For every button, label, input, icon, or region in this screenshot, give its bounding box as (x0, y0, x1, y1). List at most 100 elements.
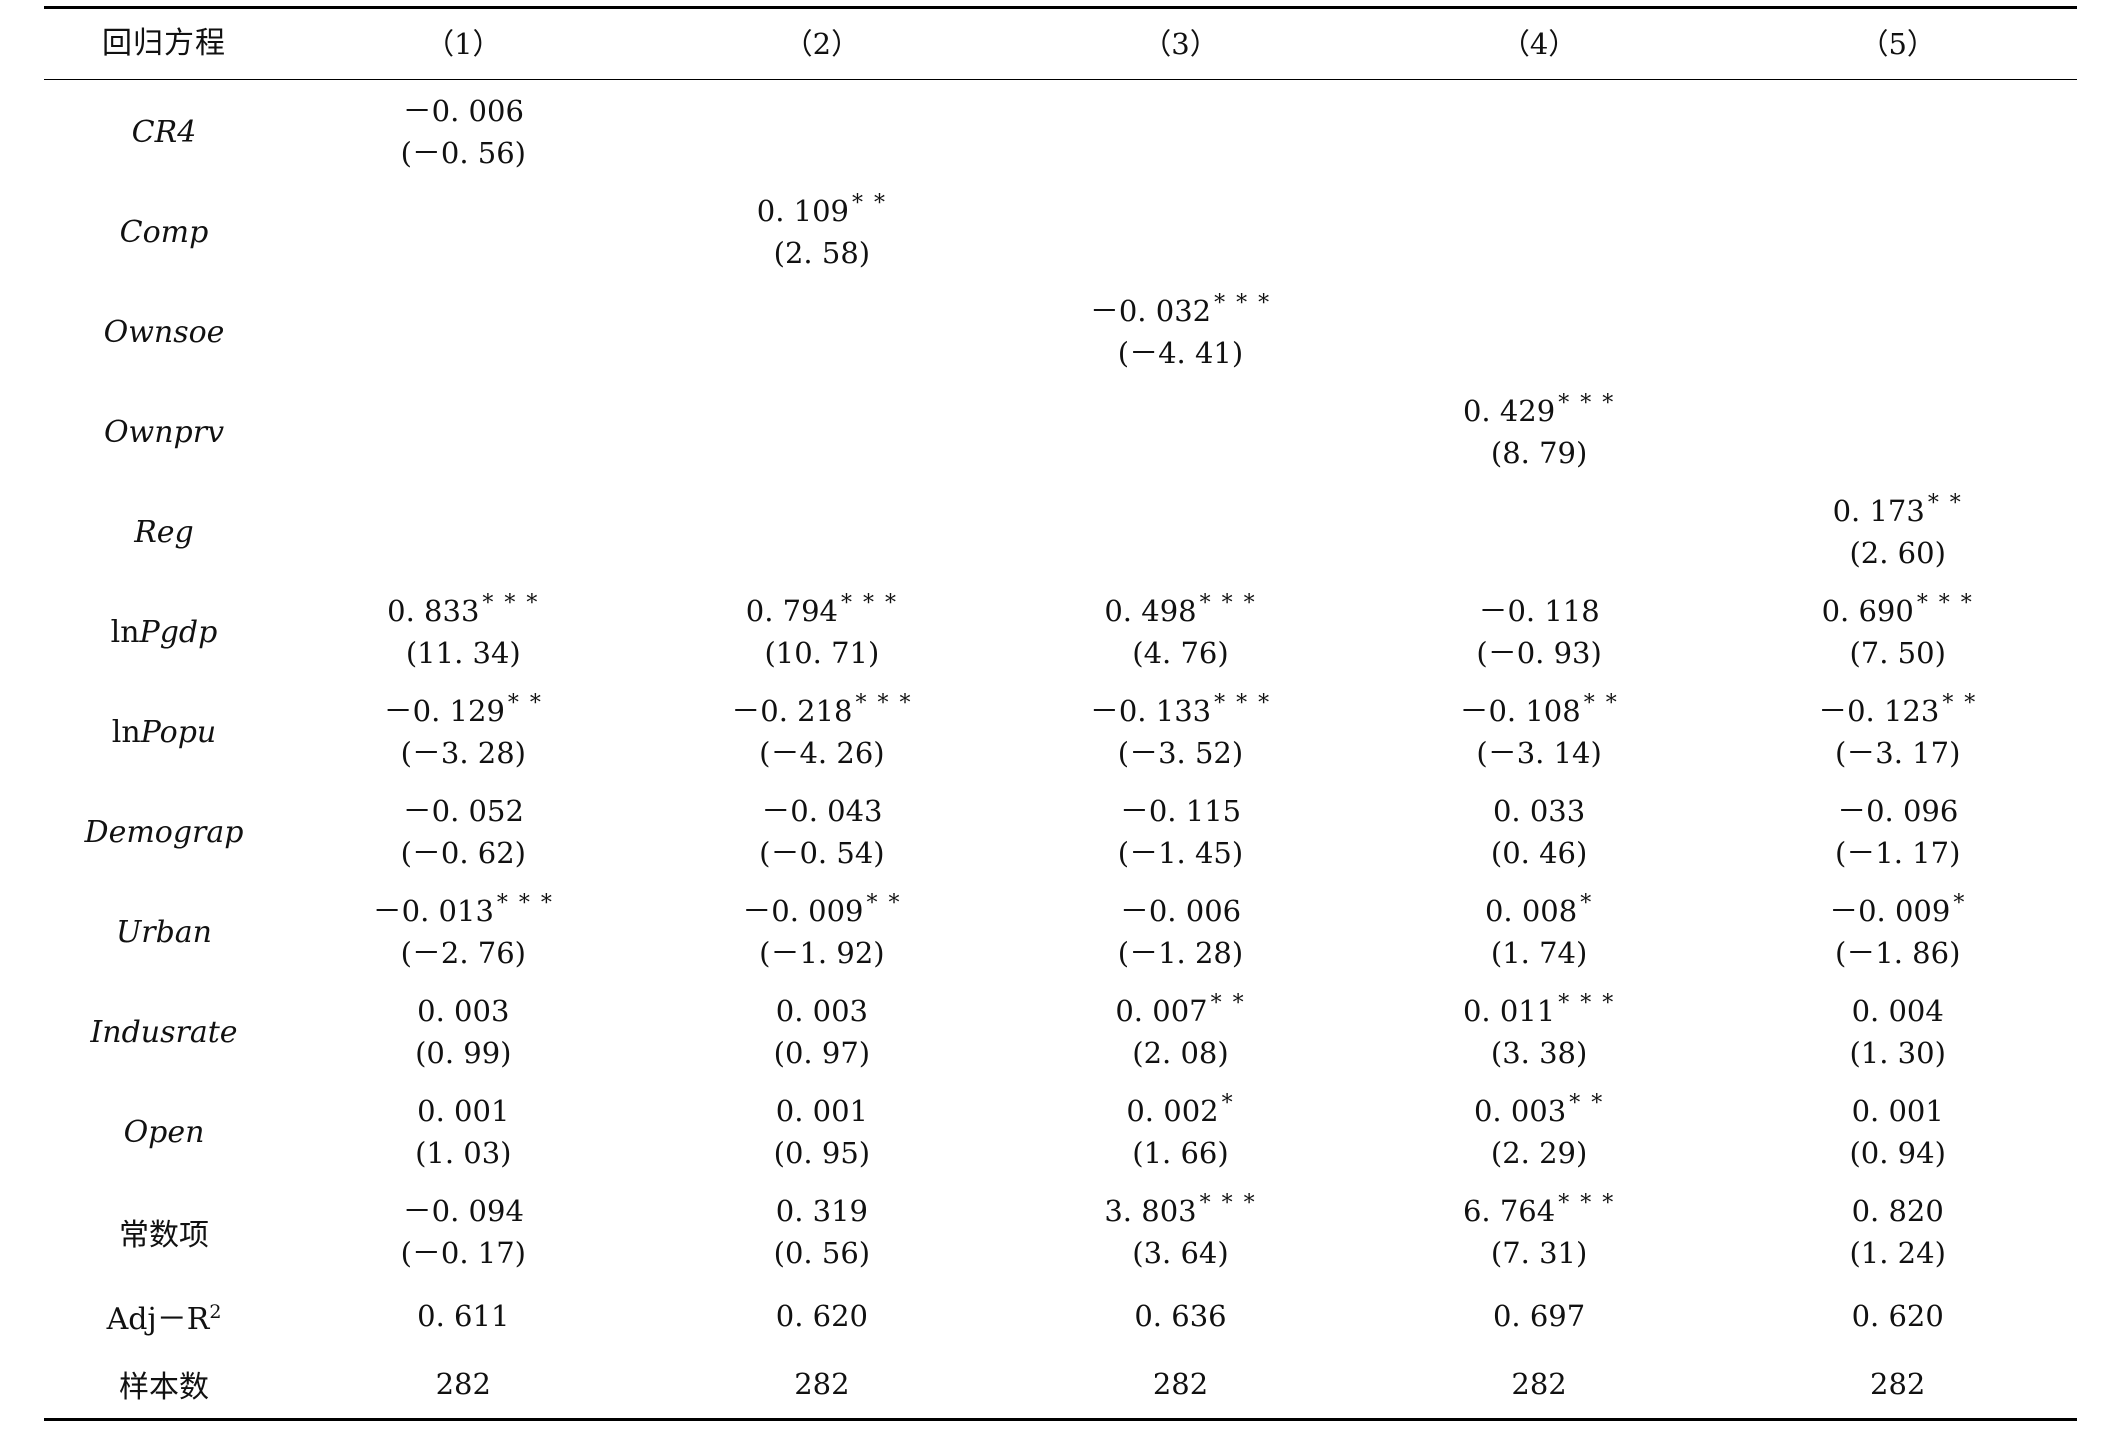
sample-size-value: 282 (1152, 1367, 1209, 1401)
estimate-cell: －0. 133 * * * (－3. 52) (1001, 690, 1360, 774)
coefficient: 0. 003 (775, 994, 869, 1028)
coefficient: 0. 001 (417, 1094, 510, 1128)
t-statistic: (7. 50) (1849, 636, 1946, 670)
estimate-cell: －0. 006 (－0. 56) (284, 90, 643, 174)
t-statistic: (－1. 86) (1834, 936, 1961, 970)
adj-r2-value: 0. 620 (1851, 1299, 1944, 1333)
adj-r2-label: Adj－R2 (106, 1301, 222, 1337)
variable-name: lnPgdp (110, 614, 218, 650)
estimate-cell: －0. 009 * (－1. 86) (1718, 890, 2077, 974)
estimate-cell: －0. 115 (－1. 45) (1001, 790, 1360, 874)
t-statistic: (－1. 45) (1117, 836, 1244, 870)
estimate-cell: 0. 001 (0. 95) (643, 1090, 1002, 1174)
t-statistic: (2. 29) (1490, 1136, 1588, 1170)
sample-size-value: 282 (794, 1367, 850, 1401)
estimate-cell: －0. 009 * * (－1. 92) (643, 890, 1002, 974)
regression-table: 回归方程 （1） （2） （3） （4） （5） CR4 －0. 006 (－0. … (44, 6, 2077, 1421)
table-row: 常数项 －0. 094 (－0. 17) 0. 319 (0. 56) 3. 803 * *… (44, 1182, 2077, 1282)
significance-stars: * * (1583, 691, 1619, 717)
estimate-cell: －0. 094 (－0. 17) (284, 1190, 643, 1274)
header-col-5: （5） (1859, 27, 1936, 61)
coefficient: 3. 803 * * * (1104, 1191, 1257, 1228)
coefficient: －0. 006 (402, 94, 524, 128)
table-row: CR4 －0. 006 (－0. 56) (44, 82, 2077, 182)
coefficient: 0. 429 * * * (1462, 391, 1616, 428)
significance-stars: * * (1942, 691, 1978, 717)
t-statistic: (1. 30) (1849, 1036, 1946, 1070)
significance-stars: * * * (1199, 591, 1257, 617)
variable-name: Ownsoe (103, 314, 225, 350)
header-col-1: （1） (425, 27, 502, 61)
estimate-cell: －0. 123 * * (－3. 17) (1718, 690, 2077, 774)
coefficient: －0. 094 (402, 1194, 524, 1228)
table-row: lnPgdp 0. 833 * * * (11. 34) 0. 794 * * * (10.… (44, 582, 2077, 682)
variable-name: 常数项 (119, 1218, 209, 1253)
t-statistic: (－4. 26) (759, 736, 885, 770)
t-statistic: (－3. 52) (1117, 736, 1244, 770)
estimate-cell: 0. 011 * * * (3. 38) (1360, 990, 1719, 1074)
t-statistic: (－2. 76) (400, 936, 526, 970)
coefficient: 0. 033 (1492, 794, 1586, 828)
t-statistic: (3. 64) (1132, 1236, 1229, 1270)
estimate-cell: 0. 498 * * * (4. 76) (1001, 590, 1360, 674)
estimate-cell: 0. 001 (1. 03) (284, 1090, 643, 1174)
coefficient: －0. 032 * * * (1089, 291, 1272, 328)
coefficient: 0. 794 * * * (745, 591, 899, 628)
sample-size-value: 282 (1511, 1367, 1567, 1401)
header-label: 回归方程 (102, 26, 226, 61)
coefficient: 0. 003 * * (1473, 1091, 1605, 1128)
table-row: Comp 0. 109 * * (2. 58) (44, 182, 2077, 282)
header-col-4: （4） (1500, 27, 1578, 61)
sample-size-value: 282 (1870, 1367, 1926, 1401)
significance-stars: * * * (1199, 1191, 1257, 1217)
significance-stars: * * * (1558, 1191, 1616, 1217)
t-statistic: (－0. 62) (400, 836, 526, 870)
significance-stars: * * (866, 891, 902, 917)
t-statistic: (7. 31) (1490, 1236, 1588, 1270)
coefficient: 0. 002 * (1126, 1091, 1235, 1128)
significance-stars: * * * (496, 891, 554, 917)
adj-r2-value: 0. 636 (1134, 1299, 1227, 1333)
coefficient: －0. 009 * (1829, 891, 1967, 928)
t-statistic: (－1. 28) (1117, 936, 1244, 970)
coefficient: 0. 833 * * * (387, 591, 540, 628)
t-statistic: (－1. 92) (759, 936, 885, 970)
sample-size-label: 样本数 (119, 1370, 209, 1405)
coefficient: 6. 764 * * * (1462, 1191, 1616, 1228)
t-statistic: (4. 76) (1132, 636, 1229, 670)
variable-name: Urban (115, 914, 213, 950)
table-row: Indusrate 0. 003 (0. 99) 0. 003 (0. 97) 0. 00… (44, 982, 2077, 1082)
adj-r2-value: 0. 611 (417, 1299, 510, 1333)
coefficient: －0. 129 * * (383, 691, 543, 728)
t-statistic: (－3. 28) (400, 736, 526, 770)
coefficient: 0. 820 (1851, 1194, 1944, 1228)
coefficient: 0. 690 * * * (1821, 591, 1974, 628)
t-statistic: (－0. 54) (759, 836, 885, 870)
estimate-cell: 6. 764 * * * (7. 31) (1360, 1190, 1719, 1274)
significance-stars: * * * (1558, 991, 1616, 1017)
t-statistic: (3. 38) (1490, 1036, 1588, 1070)
estimate-cell: 0. 794 * * * (10. 71) (643, 590, 1002, 674)
t-statistic: (1. 66) (1132, 1136, 1229, 1170)
adj-r2-row: Adj－R2 0. 611 0. 620 0. 636 0. 697 0. 62… (44, 1282, 2077, 1350)
table-row: Demograp －0. 052 (－0. 62) －0. 043 (－0. 54) －0… (44, 782, 2077, 882)
significance-stars: * * (852, 191, 888, 217)
coefficient: 0. 003 (417, 994, 510, 1028)
t-statistic: (0. 95) (773, 1136, 871, 1170)
t-statistic: (2. 58) (773, 236, 871, 270)
estimate-cell: －0. 013 * * * (－2. 76) (284, 890, 643, 974)
estimate-cell: －0. 043 (－0. 54) (643, 790, 1002, 874)
estimate-cell: 0. 007 * * (2. 08) (1001, 990, 1360, 1074)
header-col-2: （2） (783, 27, 861, 61)
table-row: Urban －0. 013 * * * (－2. 76) －0. 009 * * (－1. … (44, 882, 2077, 982)
estimate-cell: 0. 008 * (1. 74) (1360, 890, 1719, 974)
table-body: CR4 －0. 006 (－0. 56) Comp 0. 109 * * (2. 58) Ow… (44, 82, 2077, 1282)
estimate-cell: －0. 096 (－1. 17) (1718, 790, 2077, 874)
estimate-cell: 3. 803 * * * (3. 64) (1001, 1190, 1360, 1274)
estimate-cell: 0. 033 (0. 46) (1360, 790, 1719, 874)
variable-name: Ownprv (103, 414, 225, 450)
estimate-cell: 0. 429 * * * (8. 79) (1360, 390, 1719, 474)
coefficient: －0. 096 (1837, 794, 1959, 828)
significance-stars: * * * (1916, 591, 1974, 617)
coefficient: 0. 498 * * * (1104, 591, 1257, 628)
